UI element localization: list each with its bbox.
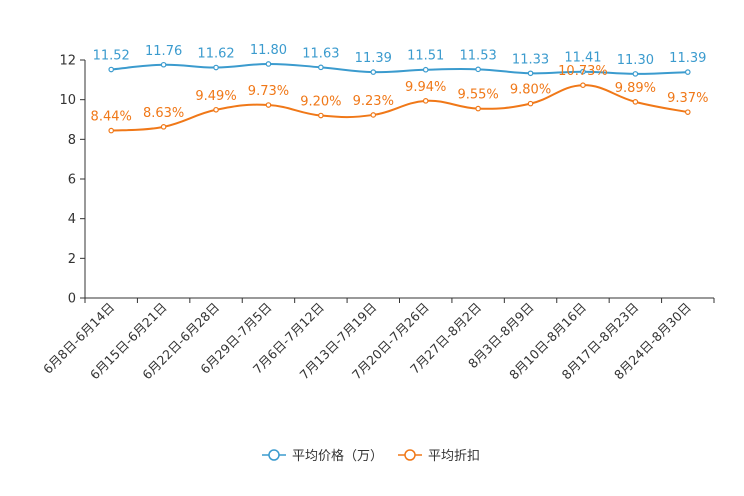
data-point — [632, 71, 639, 77]
data-label: 9.73% — [248, 84, 289, 99]
data-point — [265, 102, 272, 108]
data-label: 11.39 — [669, 51, 706, 66]
legend-swatch-marker — [268, 449, 280, 461]
series-line — [111, 62, 688, 75]
y-tick-label: 12 — [59, 54, 76, 69]
data-label: 11.51 — [407, 49, 444, 64]
data-point — [422, 98, 429, 104]
data-label: 11.76 — [145, 44, 182, 59]
legend-label: 平均折扣 — [428, 449, 480, 464]
series-2: 8.44% 8.63% 9.49% 9.73% 9.20% 9.23% 9.94% 9.55%… — [91, 64, 708, 134]
data-label: 11.33 — [512, 52, 549, 67]
y-tick-label: 4 — [68, 212, 76, 227]
data-label: 9.20% — [300, 95, 341, 110]
data-point — [160, 61, 167, 68]
series-line — [111, 84, 688, 132]
series-layer: 11.52 11.76 11.62 11.80 11.63 11.39 11.51 11.53… — [91, 43, 708, 134]
data-point — [318, 64, 324, 71]
data-label: 9.89% — [615, 81, 656, 96]
data-label: 11.30 — [617, 53, 654, 68]
data-point — [108, 66, 115, 73]
x-axis: 6月8日-6月14日6月15日-6月21日6月22日-6月28日6月29日-7月… — [40, 297, 715, 382]
data-point — [213, 64, 219, 71]
data-point — [632, 99, 639, 105]
data-point — [265, 61, 272, 67]
data-point — [684, 109, 691, 115]
legend-swatch-marker — [404, 449, 416, 461]
data-point — [475, 66, 481, 73]
series-1: 11.52 11.76 11.62 11.80 11.63 11.39 11.51 11.53… — [93, 43, 706, 77]
data-label: 9.94% — [405, 80, 446, 95]
data-point — [527, 70, 534, 77]
y-tick-label: 10 — [59, 93, 76, 108]
data-point — [475, 105, 481, 112]
legend: 平均价格（万） 平均折扣 — [262, 448, 480, 464]
data-label: 11.62 — [197, 47, 234, 62]
data-point — [422, 66, 429, 73]
legend-label: 平均价格（万） — [292, 448, 383, 464]
legend-item-2[interactable]: 平均折扣 — [398, 449, 480, 464]
data-point — [213, 106, 219, 113]
data-point — [160, 124, 167, 130]
data-label: 11.39 — [355, 51, 392, 66]
data-point — [370, 112, 377, 118]
data-point — [580, 68, 586, 75]
data-point — [527, 100, 534, 107]
y-tick-label: 2 — [68, 252, 76, 267]
data-label: 11.53 — [460, 48, 497, 63]
data-label: 9.80% — [510, 83, 551, 98]
data-label: 9.49% — [195, 89, 236, 104]
legend-item-1[interactable]: 平均价格（万） — [262, 448, 383, 464]
data-label: 9.23% — [353, 94, 394, 109]
data-label: 10.73% — [558, 64, 608, 79]
y-tick-label: 8 — [68, 133, 76, 148]
data-label: 11.80 — [250, 43, 287, 58]
y-tick-label: 6 — [68, 173, 76, 188]
data-point — [580, 82, 586, 88]
data-label: 11.41 — [564, 51, 601, 66]
data-label: 11.52 — [93, 49, 130, 64]
data-point — [684, 69, 691, 75]
data-label: 9.37% — [667, 91, 708, 106]
data-point — [318, 112, 324, 119]
data-label: 8.63% — [143, 106, 184, 121]
data-label: 9.55% — [457, 88, 498, 103]
data-label: 8.44% — [91, 110, 132, 125]
y-tick-label: 0 — [68, 292, 76, 307]
data-label: 11.63 — [302, 46, 339, 61]
y-axis: 0 2 4 6 8 10 12 — [59, 54, 86, 307]
data-point — [108, 127, 115, 134]
data-point — [370, 69, 377, 75]
